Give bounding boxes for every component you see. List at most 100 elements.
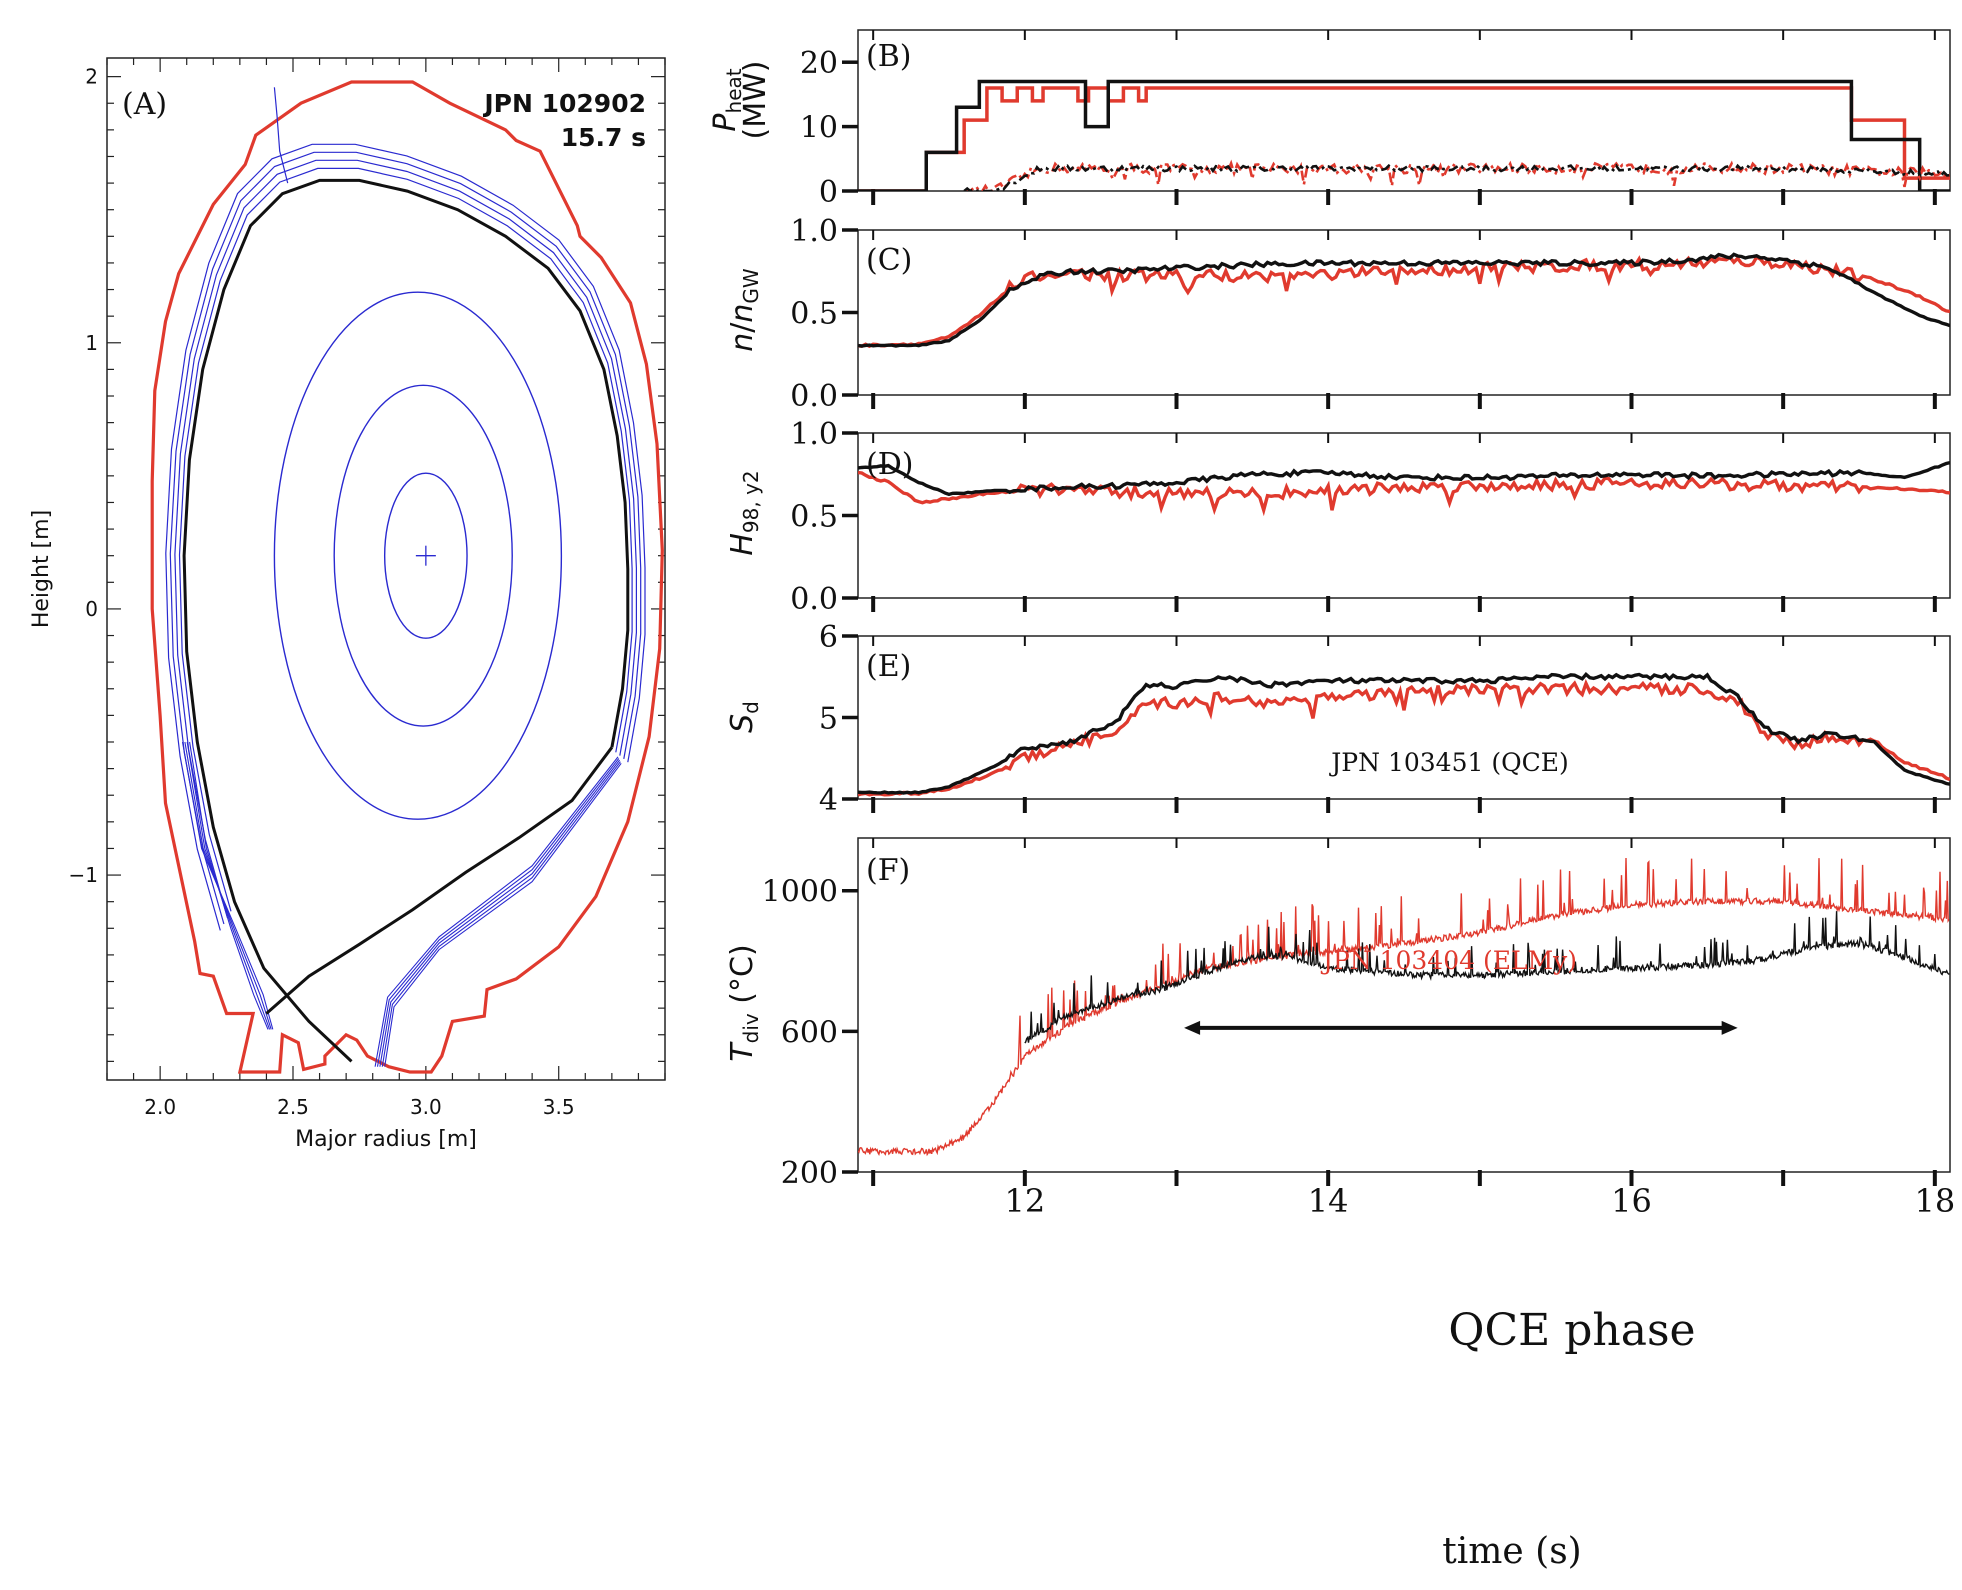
panel-f-label: (F) [866, 853, 910, 888]
series-qce-line [858, 252, 1950, 348]
panel-d-label: (D) [866, 447, 913, 482]
inner-leg-line-4 [181, 741, 274, 1030]
panel-a-y-tick-labels: 2 1 0 −1 [69, 65, 98, 887]
panel-frame [857, 432, 1951, 599]
ytick-label: 20 [800, 46, 838, 81]
flux-surfaces [165, 87, 646, 1067]
pheat-elmy-line [858, 86, 1950, 191]
panel-f-ylabel: Tdiv (°C) [725, 944, 763, 1061]
panel-a-xtick-1: 2.5 [277, 1095, 309, 1119]
magnetic-axis-cross [415, 545, 436, 566]
panel-f: 200 600 1000 [762, 837, 1951, 1191]
first-wall-outline [150, 80, 664, 1074]
xtick-label-3: 18 [1914, 1182, 1955, 1220]
sol-field-line-4 [165, 143, 646, 931]
xtick-label-2: 16 [1611, 1182, 1652, 1220]
inner-leg-line-3 [184, 741, 272, 1030]
panel-a-title: JPN 102902 [482, 89, 646, 118]
legend-elmy: JPN 103404 (ELMy) [1320, 946, 1577, 975]
panel-e-ylabel: Sd [725, 701, 763, 733]
panel-c: 0.0 0.5 1.0 [790, 214, 1951, 414]
ytick-label: 0.0 [790, 379, 838, 414]
series-qce-line [858, 671, 1950, 795]
panel-a-ytick-1: 1 [85, 331, 98, 355]
svg-text:H98, y2: H98, y2 [725, 470, 763, 555]
panel-e-label: (E) [866, 649, 911, 684]
ytick-label: 6 [819, 620, 838, 655]
flux-contour-2 [333, 384, 513, 727]
ytick-label: 0 [819, 175, 838, 210]
legend-qce: JPN 103451 (QCE) [1328, 748, 1568, 777]
prad-elmy-line [964, 159, 1950, 191]
panel-a-subtitle: 15.7 s [561, 123, 646, 152]
panel-a-x-tick-labels: 2.0 2.5 3.0 3.5 [144, 1095, 574, 1119]
panel-a-frame [106, 57, 666, 1081]
panel-a-xlabel: Major radius [m] [295, 1127, 477, 1152]
tdiv-elmy-line [858, 857, 1950, 1157]
series-qce-line [858, 460, 1950, 497]
inner-leg-line-1 [189, 741, 269, 1030]
outer-leg-line-1 [374, 756, 619, 1067]
panel-c-ylabel: n/nGW [725, 268, 763, 352]
panel-a-xtick-3: 3.5 [543, 1095, 575, 1119]
panel-a-label: (A) [122, 87, 167, 122]
ytick-label: 1.0 [790, 417, 838, 452]
panel-a-ytick-3: −1 [69, 863, 98, 887]
sol-field-line-2 [174, 159, 637, 918]
panel-a-xtick-2: 3.0 [410, 1095, 442, 1119]
svg-text:Sd: Sd [725, 701, 763, 733]
inner-leg-line-2 [186, 741, 271, 1030]
series-elmy-line [858, 470, 1950, 517]
outer-leg-line-4 [381, 761, 621, 1067]
tdiv-qce-line [1024, 911, 1950, 1044]
ytick-label: 0.5 [790, 500, 838, 535]
ytick-label: 10 [800, 111, 838, 146]
prad-qce-line [963, 163, 1950, 191]
separatrix-lower-leg [265, 746, 614, 1015]
qce-phase-label: QCE phase [1448, 1305, 1695, 1356]
svg-text:Pheat: Pheat [708, 68, 746, 131]
svg-text:(MW): (MW) [738, 61, 773, 140]
panel-frame [857, 29, 1951, 192]
outer-leg-line-2 [376, 758, 620, 1067]
separatrix-curve [182, 178, 630, 1063]
qce-phase-arrow [1184, 1020, 1738, 1035]
upper-field-line [273, 87, 289, 184]
ytick-label: 0.5 [790, 297, 838, 332]
panel-c-label: (C) [866, 243, 912, 278]
sol-field-line-3 [169, 151, 642, 925]
flux-contour-3 [273, 291, 563, 820]
panel-a: (A) JPN 102902 15.7 s 2.0 2.5 3.0 3.5 2 1 0 −1… [29, 57, 666, 1152]
pheat-qce-line [858, 79, 1950, 191]
sol-field-line-1 [178, 167, 633, 912]
series-elmy-line [858, 254, 1950, 349]
panel-d: 0.0 0.5 1.0 [790, 417, 1951, 617]
panel-b: 0 10 20 [800, 29, 1951, 210]
svg-text:n/nGW: n/nGW [725, 268, 763, 352]
xtick-label-0: 12 [1004, 1182, 1045, 1220]
ytick-label: 5 [819, 702, 838, 737]
flux-contour-1 [383, 472, 468, 639]
panel-frame [857, 229, 1951, 396]
xtick-label-1: 14 [1308, 1182, 1349, 1220]
time-xlabel: time (s) [1442, 1531, 1581, 1572]
ytick-label: 200 [781, 1156, 838, 1191]
ytick-label: 0.0 [790, 582, 838, 617]
ytick-label: 4 [819, 783, 838, 818]
ytick-label: 1.0 [790, 214, 838, 249]
outer-leg-line-5 [384, 762, 622, 1067]
ytick-label: 600 [781, 1015, 838, 1050]
panel-a-ylabel: Height [m] [29, 510, 54, 628]
panel-a-xtick-0: 2.0 [144, 1095, 176, 1119]
panel-d-ylabel: H98, y2 [725, 470, 763, 555]
outer-leg-line-3 [379, 759, 621, 1067]
panel-e: 4 5 6 [819, 620, 1951, 818]
panel-a-ticks [106, 58, 666, 1080]
panel-a-ytick-2: 0 [85, 597, 98, 621]
svg-text:Tdiv (°C): Tdiv (°C) [725, 944, 763, 1061]
series-elmy-line [858, 678, 1950, 797]
panel-b-label: (B) [866, 39, 911, 74]
panel-a-ytick-0: 2 [85, 65, 98, 89]
